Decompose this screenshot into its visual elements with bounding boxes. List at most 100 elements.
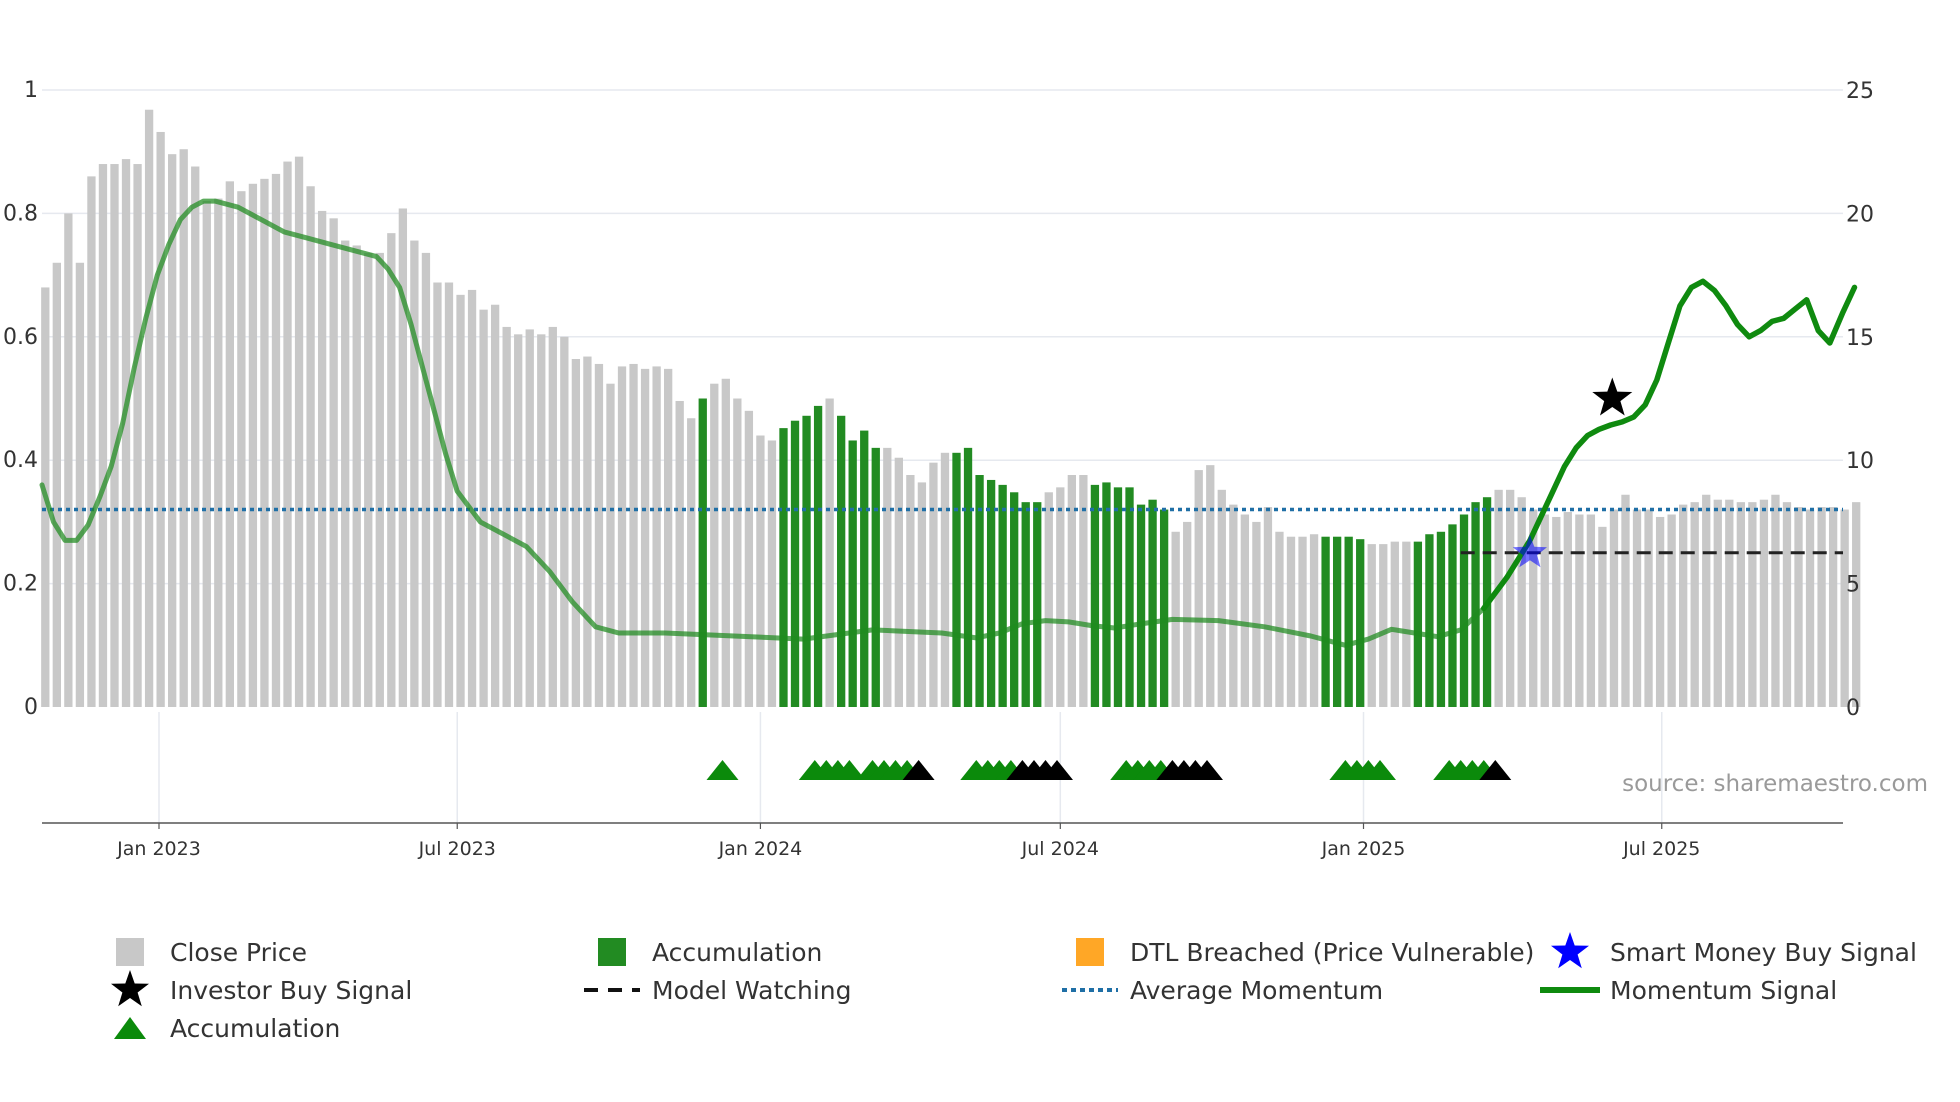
- legend-item: Momentum Signal: [1540, 976, 1837, 1005]
- close-price-bar: [1194, 470, 1203, 707]
- close-price-bar: [940, 452, 950, 707]
- close-price-bar: [156, 131, 165, 707]
- close-price-bar: [421, 252, 431, 707]
- close-price-bar: [1609, 509, 1619, 707]
- close-price-bar: [1748, 502, 1757, 707]
- close-price-bar: [721, 378, 730, 707]
- legend-item: Model Watching: [584, 976, 852, 1005]
- close-price-bar: [617, 366, 627, 707]
- close-price-bar: [433, 282, 442, 707]
- close-price-bar: [1644, 509, 1653, 707]
- close-price-bar: [1805, 509, 1815, 707]
- accumulation-bar: [975, 475, 984, 707]
- accumulation-marker-black: [1479, 760, 1512, 780]
- accumulation-bar: [790, 420, 800, 707]
- accumulation-bar: [1102, 482, 1111, 707]
- smart-money-buy-star: [1512, 534, 1547, 568]
- close-price-bar: [1540, 514, 1549, 707]
- close-price-bar: [1621, 494, 1630, 707]
- accumulation-bar: [1471, 502, 1480, 707]
- right-axis-tick-label: 5: [1846, 573, 1860, 598]
- close-price-bar: [352, 245, 361, 708]
- close-price-bar: [1275, 531, 1284, 707]
- accumulation-bar: [1010, 492, 1019, 707]
- legend-item: DTL Breached (Price Vulnerable): [1076, 938, 1534, 967]
- close-price-bar: [1586, 514, 1596, 707]
- accumulation-bar: [1148, 499, 1157, 707]
- accumulation-bar: [1356, 539, 1365, 707]
- legend-label: Model Watching: [652, 976, 852, 1005]
- close-price-bar: [733, 398, 742, 707]
- legend: Close Price Accumulation DTL Breached (Pri…: [111, 932, 1917, 1043]
- left-axis-tick-label: 1: [24, 78, 38, 103]
- close-price-bar: [456, 294, 465, 707]
- close-price-bar: [502, 326, 511, 707]
- close-price-bar: [883, 447, 892, 707]
- close-price-bar: [444, 282, 454, 707]
- close-price-bar: [1771, 494, 1780, 707]
- legend-label: Average Momentum: [1130, 976, 1383, 1005]
- close-price-bar: [387, 233, 396, 707]
- close-price-bar: [1517, 497, 1526, 707]
- close-price-bar: [1702, 494, 1711, 707]
- close-price-bar: [1309, 534, 1319, 707]
- accumulation-bar: [998, 484, 1007, 707]
- close-price-bar: [1828, 507, 1838, 707]
- close-price-bar: [664, 368, 673, 707]
- close-price-bar: [917, 482, 927, 707]
- close-price-bar: [1563, 512, 1572, 707]
- close-price-bar: [744, 410, 754, 707]
- close-price-bar: [133, 164, 142, 708]
- accumulation-bar: [1125, 487, 1134, 707]
- bars: [41, 109, 1861, 708]
- accumulation-bar: [837, 415, 846, 707]
- close-price-bar: [1229, 504, 1238, 707]
- close-price-bar: [537, 334, 546, 707]
- close-price-bar: [179, 149, 188, 708]
- close-price-bar: [687, 418, 696, 707]
- accumulation-bar: [986, 479, 996, 707]
- x-axis-tick-label: Jan 2024: [718, 838, 803, 860]
- investor-buy-star: [1592, 377, 1633, 416]
- close-price-bar: [1840, 509, 1849, 707]
- legend-label: DTL Breached (Price Vulnerable): [1130, 938, 1534, 967]
- close-price-bar: [767, 440, 777, 707]
- legend-item: Average Momentum: [1062, 976, 1383, 1005]
- close-price-bar: [191, 166, 200, 707]
- accumulation-bar: [1413, 541, 1423, 707]
- accumulation-bar: [1344, 536, 1353, 707]
- left-axis-tick-label: 0.6: [3, 325, 38, 350]
- close-price-bar: [1552, 516, 1561, 707]
- legend-label: Accumulation: [652, 938, 822, 967]
- x-axis-tick-label: Jul 2023: [418, 838, 496, 860]
- close-price-bar: [1079, 475, 1088, 707]
- accumulation-marker: [1364, 760, 1396, 780]
- close-price-bar: [1782, 502, 1792, 707]
- accumulation-bar: [1113, 487, 1123, 707]
- close-price-bar: [110, 164, 119, 708]
- legend-item: Accumulation: [114, 1014, 340, 1043]
- legend-swatch-close-price: [116, 938, 144, 966]
- close-price-bar: [64, 213, 73, 707]
- close-price-bar: [1713, 499, 1722, 707]
- legend-swatch-accumulation: [598, 938, 626, 966]
- accumulation-marker-black: [902, 760, 935, 780]
- accumulation-bar: [698, 398, 707, 707]
- accumulation-marker-black: [1191, 760, 1223, 780]
- close-price-bar: [571, 359, 581, 707]
- close-price-bar: [248, 183, 258, 707]
- right-axis-tick-label: 25: [1846, 79, 1874, 104]
- accumulation-bar: [1448, 524, 1457, 707]
- legend-star-icon-smart-money: [1551, 932, 1589, 969]
- legend-item: Accumulation: [598, 938, 822, 967]
- close-price-bar: [490, 304, 500, 707]
- close-price-bar: [1736, 502, 1745, 707]
- close-price-bar: [225, 181, 234, 707]
- accumulation-bar: [1136, 504, 1146, 707]
- close-price-bar: [260, 178, 269, 708]
- close-price-bar: [467, 289, 477, 707]
- close-price-bar: [1367, 544, 1376, 707]
- close-price-bar: [1206, 465, 1215, 707]
- close-price-bar: [1632, 509, 1642, 707]
- signal-markers: [706, 377, 1633, 780]
